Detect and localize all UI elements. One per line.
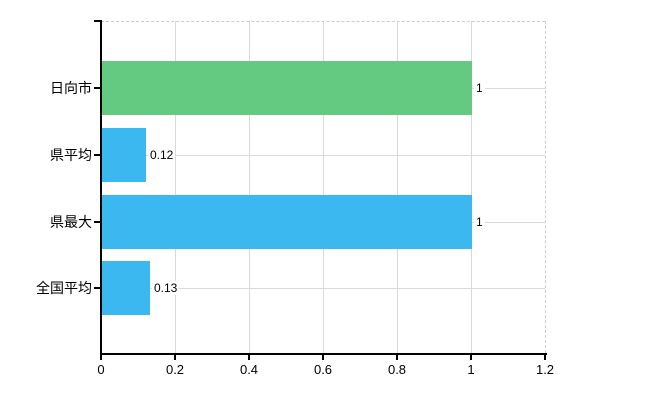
bar [102,261,150,315]
gridline-vertical [249,21,250,353]
gridline-vertical [397,21,398,353]
x-tick-label: 1.2 [535,362,555,377]
x-tick-label: 0.4 [239,362,259,377]
x-tick-mark [544,355,546,360]
bar-value-label: 0.12 [148,148,176,162]
bar [102,195,472,249]
category-label: 全国平均 [36,280,92,296]
x-tick-mark [248,355,250,360]
x-tick-label: 1 [467,362,475,377]
x-tick-label: 0.6 [313,362,333,377]
category-label: 県最大 [50,214,92,230]
y-tick-mark [94,287,100,289]
x-axis-line [100,353,547,355]
x-tick-mark [174,355,176,360]
x-tick-label: 0 [97,362,105,377]
y-tick-mark [94,221,100,223]
gridline-horizontal [101,155,545,156]
gridline-vertical [175,21,176,353]
bar [102,128,146,182]
category-label: 日向市 [50,80,92,96]
gridline-vertical [471,21,472,353]
x-tick-mark [100,355,102,360]
gridline-horizontal [101,288,545,289]
plot-border-right [545,21,546,353]
plot-border-top [101,21,545,22]
x-tick-label: 0.8 [387,362,407,377]
x-tick-label: 0.2 [165,362,185,377]
category-label: 県平均 [50,147,92,163]
bar [102,61,472,115]
x-tick-mark [322,355,324,360]
y-tick-mark [94,154,100,156]
y-tick-mark [94,87,100,89]
x-tick-mark [470,355,472,360]
y-axis-line [100,20,102,355]
bar-value-label: 1 [474,215,485,229]
gridline-vertical [323,21,324,353]
bar-value-label: 1 [474,81,485,95]
x-tick-mark [396,355,398,360]
y-tick-mark [94,20,100,22]
bar-value-label: 0.13 [152,281,180,295]
